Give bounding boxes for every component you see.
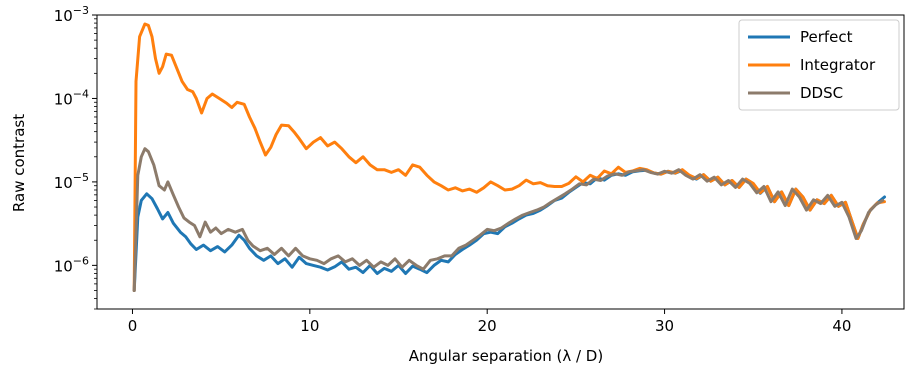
x-tick-label: 20 — [478, 317, 497, 335]
legend-label-ddsc: DDSC — [800, 84, 843, 102]
x-tick-label: 40 — [832, 317, 851, 335]
y-tick-label: 10−4 — [54, 87, 89, 108]
y-tick-label: 10−6 — [54, 254, 89, 275]
plot-area — [132, 22, 886, 292]
y-axis-title: Raw contrast — [10, 114, 28, 212]
y-tick-label: 10−3 — [54, 4, 89, 25]
legend: Perfect Integrator DDSC — [738, 19, 900, 111]
x-tick-label: 30 — [655, 317, 674, 335]
series-line-integrator — [132, 22, 886, 292]
series-line-ddsc — [132, 147, 885, 292]
x-tick-label: 0 — [128, 317, 138, 335]
legend-label-perfect: Perfect — [800, 28, 853, 46]
y-tick-label: 10−5 — [54, 171, 89, 192]
plot-frame — [96, 14, 905, 310]
x-axis-title: Angular separation (λ / D) — [409, 347, 603, 365]
axes — [96, 14, 905, 310]
legend-box — [738, 19, 900, 111]
x-tick-label: 10 — [300, 317, 319, 335]
legend-label-integrator: Integrator — [800, 56, 876, 74]
ticks: 0 10 20 30 40 10−6 10−5 10−4 10−3 — [54, 4, 852, 335]
